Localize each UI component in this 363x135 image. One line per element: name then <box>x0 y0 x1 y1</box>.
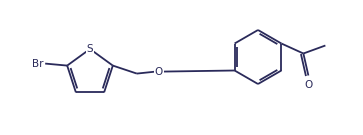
Text: S: S <box>87 44 93 54</box>
Text: O: O <box>155 67 163 77</box>
Text: O: O <box>304 80 313 90</box>
Text: Br: Br <box>32 59 43 69</box>
